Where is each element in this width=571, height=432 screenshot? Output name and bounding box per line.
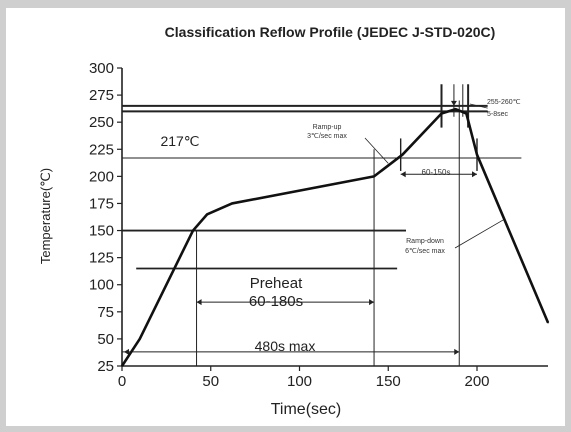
chart-title: Classification Reflow Profile (JEDEC J-S… xyxy=(165,24,496,40)
x-tick-label: 200 xyxy=(464,373,489,390)
profile-point xyxy=(547,321,549,324)
max-time-arrow-left xyxy=(124,348,129,355)
annotation-ramp-down-rate: 6℃/sec max xyxy=(405,248,445,255)
annotation-peak-temp: 255-260℃ xyxy=(487,99,521,106)
annotation-ramp-down: Ramp-down xyxy=(406,238,444,245)
annotation-60-150s: 60-150s xyxy=(422,168,451,177)
y-tick-label: 75 xyxy=(97,304,114,321)
max-time-arrow-right xyxy=(454,348,460,355)
reflow-profile-line xyxy=(120,107,550,367)
profile-point xyxy=(465,112,468,115)
y-tick-label: 25 xyxy=(97,358,114,375)
x-tick-label: 0 xyxy=(118,373,126,390)
annotation-preheat-time: 60-180s xyxy=(249,293,303,310)
annotation-peak-time: 5-8sec xyxy=(487,111,509,118)
y-tick-label: 225 xyxy=(89,141,114,158)
annotation-ramp-up-rate: 3℃/sec max xyxy=(307,133,347,140)
profile-point xyxy=(476,153,478,156)
y-tick-label: 125 xyxy=(89,250,114,267)
x-tick-label: 150 xyxy=(376,373,401,390)
series xyxy=(120,107,550,367)
preheat-arrow-left xyxy=(196,299,202,306)
profile-point xyxy=(440,112,443,115)
profile-point xyxy=(138,338,141,340)
ramp-down-leader xyxy=(454,219,504,249)
annotation-ramp-up: Ramp-up xyxy=(313,124,342,131)
profile-point xyxy=(206,213,208,216)
profile-point xyxy=(231,202,233,205)
peak-arrow-down xyxy=(450,100,457,106)
x-tick-label: 100 xyxy=(287,373,312,390)
profile-point xyxy=(454,108,457,110)
profile-point xyxy=(401,153,404,156)
ramp-up-leader xyxy=(364,137,389,164)
y-tick-label: 150 xyxy=(89,223,114,240)
guide-lines xyxy=(122,84,504,366)
annotation-217: 217℃ xyxy=(160,133,199,149)
y-axis-label: Temperature(℃) xyxy=(38,168,53,264)
annotation-preheat: Preheat xyxy=(250,275,303,292)
x-axis-label: Time(sec) xyxy=(271,401,342,418)
profile-point xyxy=(121,365,123,367)
profile-point xyxy=(373,175,375,178)
y-tick-label: 100 xyxy=(89,277,114,294)
annotation-480s: 480s max xyxy=(255,338,316,354)
x-tick-label: 50 xyxy=(202,373,219,390)
profile-point xyxy=(192,229,194,232)
ticks: 25 50 75 100 125 150 175 200 225 250 275 300 0 50 100 1… xyxy=(89,60,490,390)
peak-temp-leader xyxy=(469,103,488,109)
y-tick-label: 300 xyxy=(89,60,114,77)
reference-lines xyxy=(122,104,522,270)
chart-panel xyxy=(6,8,565,426)
preheat-arrow-right xyxy=(369,299,375,306)
y-tick-label: 250 xyxy=(89,114,114,131)
liquidus-arrow-left xyxy=(400,171,406,178)
y-tick-label: 175 xyxy=(89,195,114,212)
y-tick-label: 200 xyxy=(89,168,114,185)
y-tick-label: 275 xyxy=(89,87,114,104)
y-tick-label: 50 xyxy=(97,331,114,348)
liquidus-arrow-right xyxy=(472,171,477,178)
